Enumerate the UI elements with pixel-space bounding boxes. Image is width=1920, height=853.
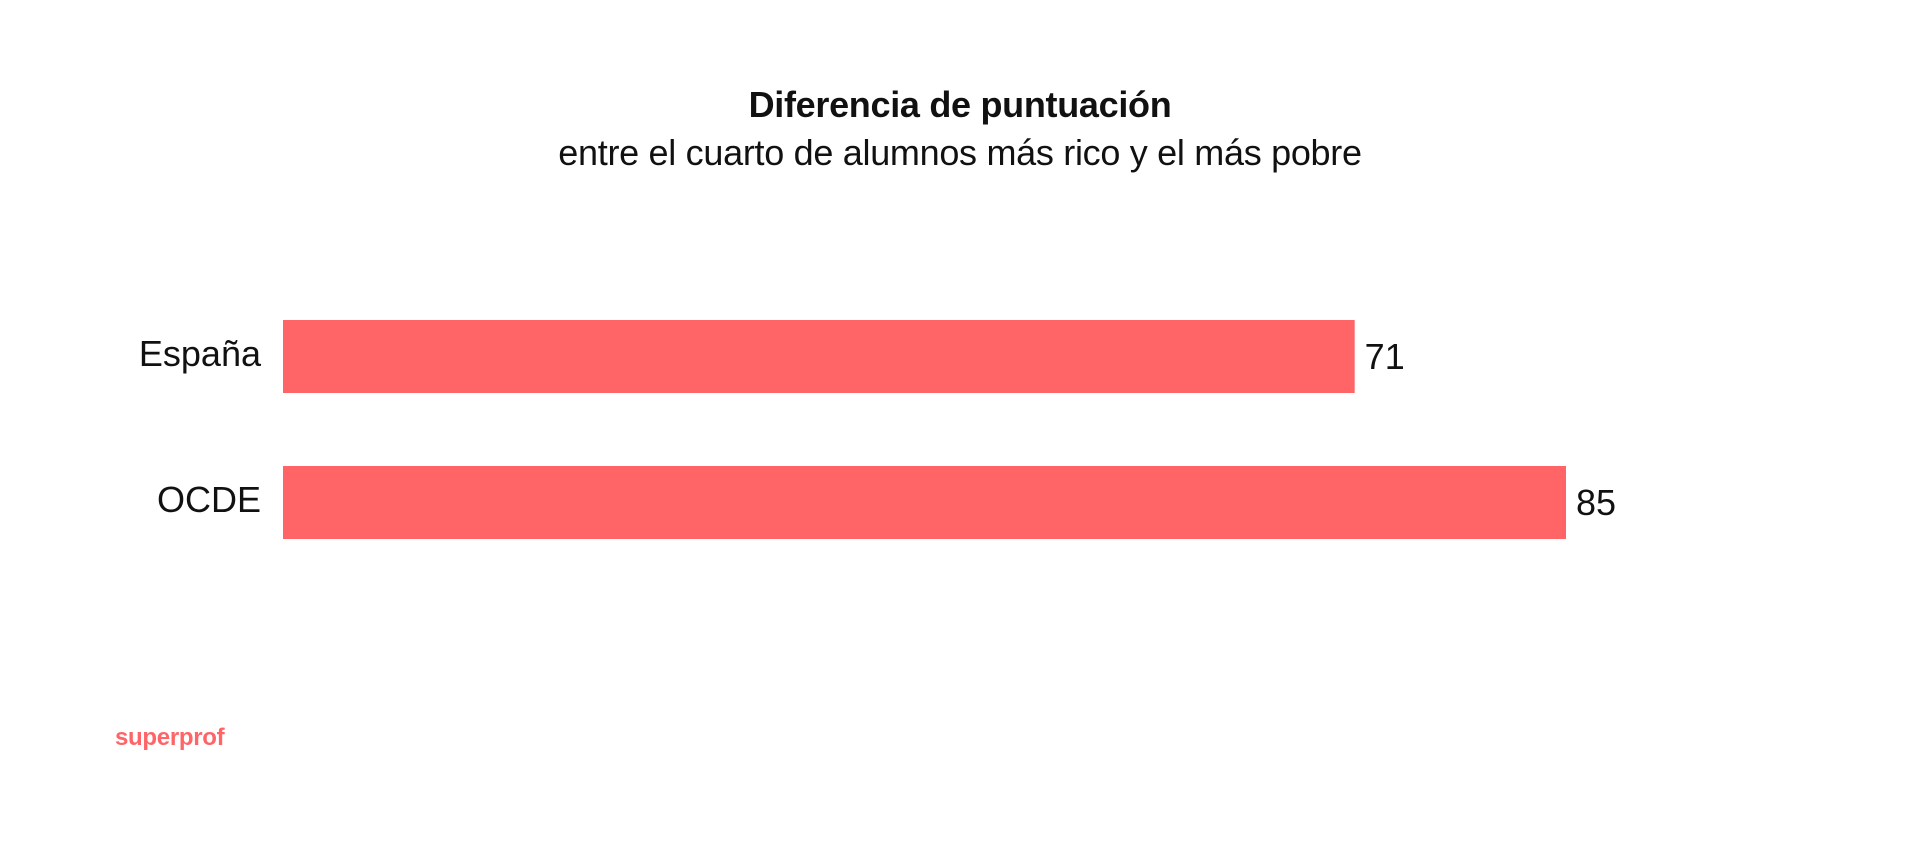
chart-header: Diferencia de puntuación entre el cuarto… (0, 82, 1920, 178)
category-label-espana: España (139, 333, 262, 374)
bar-espana (283, 320, 1355, 393)
value-label-ocde: 85 (1576, 482, 1616, 523)
bar-ocde (283, 466, 1566, 539)
category-label-ocde: OCDE (157, 479, 261, 520)
chart-subtitle: entre el cuarto de alumnos más rico y el… (558, 132, 1362, 173)
superprof-logo: superprof (115, 724, 225, 751)
value-label-espana: 71 (1365, 336, 1405, 377)
chart-title: Diferencia de puntuación (748, 84, 1172, 125)
